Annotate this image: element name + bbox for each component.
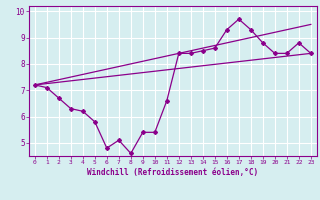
X-axis label: Windchill (Refroidissement éolien,°C): Windchill (Refroidissement éolien,°C)	[87, 168, 258, 177]
